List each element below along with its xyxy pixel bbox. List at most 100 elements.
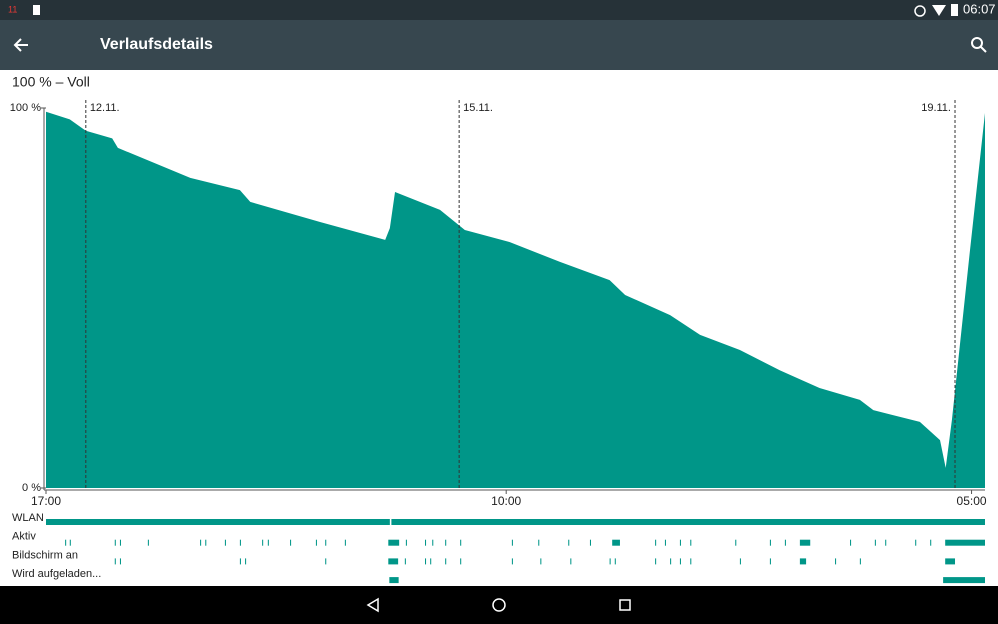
- chart-title: 100 % – Voll: [12, 74, 90, 90]
- track-segment: [540, 558, 542, 565]
- track-segment: [267, 539, 269, 546]
- track-segment: [690, 539, 692, 546]
- track-segment: [389, 577, 399, 584]
- date-label: 12.11.: [90, 102, 120, 114]
- clock: 06:07: [963, 1, 996, 16]
- track-segment: [568, 539, 570, 546]
- track-segment: [239, 558, 241, 565]
- app-title: Verlaufsdetails: [100, 36, 213, 53]
- track-segment: [769, 539, 771, 546]
- track-segment: [388, 558, 399, 565]
- track-segment: [570, 558, 572, 565]
- track-label: Aktiv: [12, 531, 36, 543]
- track-segment: [224, 539, 226, 546]
- track-label: Wird aufgeladen...: [12, 568, 101, 580]
- track-segment: [425, 558, 427, 565]
- track-segment: [432, 539, 434, 546]
- battery-area: [46, 111, 985, 489]
- track-segment: [679, 558, 681, 565]
- track-label: Bildschirm an: [12, 549, 78, 561]
- alarm-icon: [914, 5, 926, 17]
- track-segment: [538, 539, 540, 546]
- x-tick-label: 05:00: [957, 494, 987, 508]
- status-bar: [0, 0, 998, 20]
- track-segment: [404, 558, 406, 565]
- sd-icon: [33, 5, 40, 15]
- track-segment: [388, 539, 400, 546]
- date-label: 15.11.: [463, 102, 493, 114]
- track-segment: [945, 539, 985, 546]
- track-segment: [65, 539, 67, 546]
- track-segment: [614, 558, 616, 565]
- track-segment: [784, 539, 786, 546]
- track-segment: [945, 558, 956, 565]
- track-segment: [325, 558, 327, 565]
- track-segment: [799, 539, 811, 546]
- track-segment: [769, 558, 771, 565]
- track-segment: [445, 539, 447, 546]
- track-segment: [511, 558, 513, 565]
- track-segment: [445, 558, 447, 565]
- track-segment: [119, 558, 121, 565]
- x-tick-label: 17:00: [31, 494, 61, 508]
- track-segment: [114, 539, 116, 546]
- track-segment: [262, 539, 264, 546]
- track-segment: [799, 558, 807, 565]
- track-segment: [835, 558, 837, 565]
- track-segment: [405, 539, 407, 546]
- track-segment: [885, 539, 887, 546]
- notification-icon: 11: [8, 4, 17, 14]
- track-segment: [391, 519, 985, 525]
- track-segment: [859, 558, 861, 565]
- track-segment: [315, 539, 317, 546]
- track-segment: [114, 558, 116, 565]
- track-segment: [425, 539, 427, 546]
- nav-back[interactable]: [366, 597, 379, 613]
- wifi-icon: [932, 5, 946, 16]
- track-segment: [205, 539, 207, 546]
- track-segment: [147, 539, 149, 546]
- track-segment: [679, 539, 681, 546]
- back-button[interactable]: [13, 38, 28, 52]
- track-segment: [119, 539, 121, 546]
- track-segment: [589, 539, 591, 546]
- app-bar: [0, 20, 998, 70]
- track-segment: [655, 539, 657, 546]
- track-segment: [69, 539, 71, 546]
- track-segment: [915, 539, 917, 546]
- track-segment: [670, 558, 672, 565]
- track-segment: [930, 539, 932, 546]
- track-segment: [735, 539, 737, 546]
- track-segment: [655, 558, 657, 565]
- track-segment: [46, 519, 390, 525]
- nav-home[interactable]: [492, 598, 506, 612]
- track-segment: [239, 539, 241, 546]
- x-tick-label: 10:00: [491, 494, 521, 508]
- nav-bar: [0, 586, 998, 624]
- track-segment: [511, 539, 513, 546]
- track-segment: [943, 577, 985, 584]
- track-segment: [609, 558, 611, 565]
- track-segment: [344, 539, 346, 546]
- track-label: WLAN: [12, 512, 44, 524]
- track-segment: [325, 539, 327, 546]
- track-segment: [200, 539, 202, 546]
- y-tick-label: 0 %: [22, 482, 41, 494]
- nav-recents[interactable]: [619, 599, 631, 611]
- track-segment: [664, 539, 666, 546]
- track-segment: [460, 539, 462, 546]
- search-button[interactable]: [971, 37, 987, 53]
- track-segment: [460, 558, 462, 565]
- track-segment: [850, 539, 852, 546]
- track-segment: [430, 558, 432, 565]
- track-segment: [245, 558, 247, 565]
- battery-icon: [951, 4, 958, 16]
- track-segment: [874, 539, 876, 546]
- track-segment: [612, 539, 620, 546]
- y-tick-label: 100 %: [10, 102, 41, 114]
- track-segment: [290, 539, 292, 546]
- track-segment: [739, 558, 741, 565]
- track-segment: [690, 558, 692, 565]
- date-label: 19.11.: [921, 102, 951, 114]
